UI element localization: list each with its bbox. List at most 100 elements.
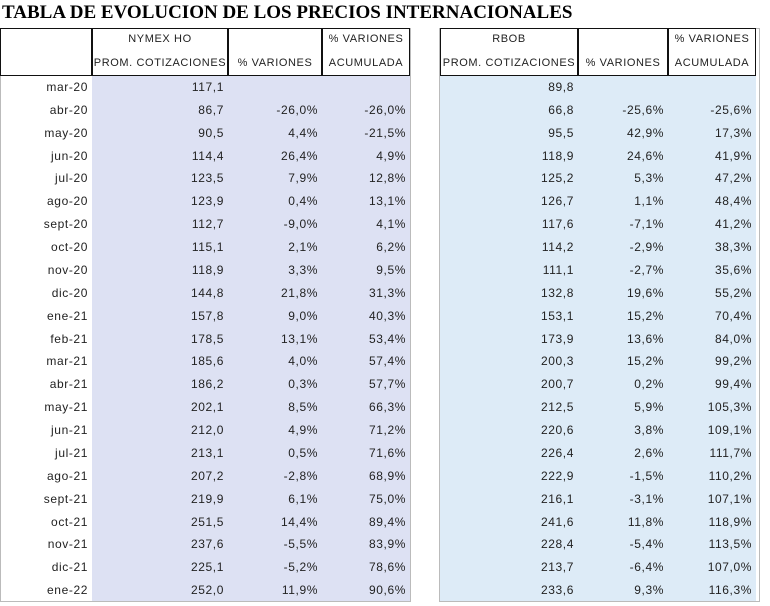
value-cell: 19,6% — [626, 285, 664, 300]
date-cell: ago-20 — [47, 194, 88, 209]
date-cell: nov-20 — [47, 262, 88, 277]
value-cell: 13,6% — [626, 331, 664, 346]
value-cell: 186,2 — [190, 377, 224, 392]
value-cell: 126,7 — [540, 194, 574, 209]
value-cell: 220,6 — [540, 423, 574, 438]
value-cell: 66,8 — [548, 102, 574, 117]
value-cell: 5,3% — [634, 171, 664, 186]
value-cell: 212,5 — [540, 400, 574, 415]
value-cell: 157,8 — [190, 308, 224, 323]
value-cell: 83,9% — [368, 537, 406, 552]
value-cell: 9,3% — [634, 583, 664, 598]
value-cell: 114,2 — [541, 240, 574, 255]
value-cell: 17,3% — [714, 125, 752, 140]
value-cell: 48,4% — [714, 194, 752, 209]
value-cell: 200,3 — [540, 354, 574, 369]
value-cell: 228,4 — [540, 537, 574, 552]
value-cell: -2,8% — [283, 468, 318, 483]
value-cell: 226,4 — [540, 445, 574, 460]
value-cell: 9,5% — [376, 262, 406, 277]
value-cell: 112,7 — [191, 217, 224, 232]
value-cell: -26,0% — [364, 102, 406, 117]
value-cell: 212,0 — [190, 423, 224, 438]
value-cell: 107,0% — [707, 560, 752, 575]
header-text: ACUMULADA — [328, 57, 404, 69]
value-cell: 113,5% — [708, 537, 752, 552]
date-cell: mar-20 — [46, 80, 88, 94]
value-cell: 233,6 — [540, 583, 574, 598]
value-cell: 0,2% — [634, 377, 664, 392]
value-cell: 57,7% — [368, 377, 406, 392]
value-cell: 99,4% — [714, 377, 752, 392]
nymex-background — [92, 76, 410, 602]
value-cell: 13,1% — [368, 194, 406, 209]
value-cell: 71,2% — [368, 423, 406, 438]
value-cell: 6,1% — [288, 491, 318, 506]
value-cell: -6,4% — [629, 560, 664, 575]
date-cell: sept-21 — [43, 491, 88, 506]
header-text: % VARIONES — [328, 33, 404, 45]
value-cell: 216,1 — [540, 491, 574, 506]
value-cell: 0,4% — [288, 194, 318, 209]
value-cell: 2,6% — [634, 445, 664, 460]
value-cell: 42,9% — [626, 125, 664, 140]
value-cell: 125,2 — [540, 171, 574, 186]
value-cell: 78,6% — [368, 560, 406, 575]
value-cell: 15,2% — [626, 354, 664, 369]
header-text: PROM. COTIZACIONES — [442, 57, 576, 69]
value-cell: -5,5% — [283, 537, 318, 552]
value-cell: 71,6% — [368, 445, 406, 460]
value-cell: 111,1 — [542, 262, 574, 277]
value-cell: 89,8 — [548, 80, 574, 94]
date-cell: ago-21 — [47, 468, 88, 483]
value-cell: -5,2% — [283, 560, 318, 575]
value-cell: 111,7% — [709, 445, 752, 460]
value-cell: 57,4% — [368, 354, 406, 369]
value-cell: 117,1 — [191, 80, 224, 94]
value-cell: 41,2% — [714, 217, 752, 232]
value-cell: 35,6% — [714, 262, 752, 277]
gap-column — [410, 28, 440, 602]
value-cell: 118,9 — [191, 262, 224, 277]
value-cell: 86,7 — [198, 102, 224, 117]
value-cell: 115,1 — [191, 240, 224, 255]
value-cell: 118,9% — [708, 514, 752, 529]
value-cell: 7,9% — [288, 171, 318, 186]
value-cell: 3,8% — [634, 423, 664, 438]
value-cell: 6,2% — [376, 240, 406, 255]
date-cell: sept-20 — [43, 217, 88, 232]
value-cell: 117,6 — [541, 217, 574, 232]
value-cell: 40,3% — [368, 308, 406, 323]
value-cell: 241,6 — [540, 514, 574, 529]
value-cell: 4,4% — [288, 125, 318, 140]
value-cell: 90,5 — [198, 125, 224, 140]
value-cell: 132,8 — [540, 285, 574, 300]
value-cell: -1,5% — [629, 468, 664, 483]
value-cell: -7,1% — [629, 217, 664, 232]
header-text: NYMEX HO — [128, 33, 192, 45]
value-cell: 47,2% — [714, 171, 752, 186]
value-cell: 11,8% — [627, 514, 664, 529]
value-cell: 110,2% — [708, 468, 752, 483]
value-cell: 41,9% — [714, 148, 752, 163]
value-cell: 0,5% — [288, 445, 318, 460]
value-cell: -3,1% — [629, 491, 664, 506]
value-cell: 185,6 — [190, 354, 224, 369]
value-cell: 99,2% — [714, 354, 752, 369]
value-cell: 12,8% — [368, 171, 406, 186]
value-cell: 0,3% — [288, 377, 318, 392]
value-cell: 90,6% — [368, 583, 406, 598]
value-cell: 70,4% — [714, 308, 752, 323]
date-cell: ene-21 — [47, 308, 88, 323]
value-cell: 9,0% — [288, 308, 318, 323]
date-cell: may-20 — [44, 125, 88, 140]
value-cell: -2,7% — [629, 262, 664, 277]
value-cell: 14,4% — [280, 514, 318, 529]
value-cell: 107,1% — [707, 491, 752, 506]
value-cell: 84,0% — [714, 331, 752, 346]
value-cell: 13,1% — [280, 331, 318, 346]
value-cell: 75,0% — [368, 491, 406, 506]
value-cell: 225,1 — [190, 560, 224, 575]
value-cell: 24,6% — [626, 148, 664, 163]
date-cell: feb-21 — [50, 331, 88, 346]
